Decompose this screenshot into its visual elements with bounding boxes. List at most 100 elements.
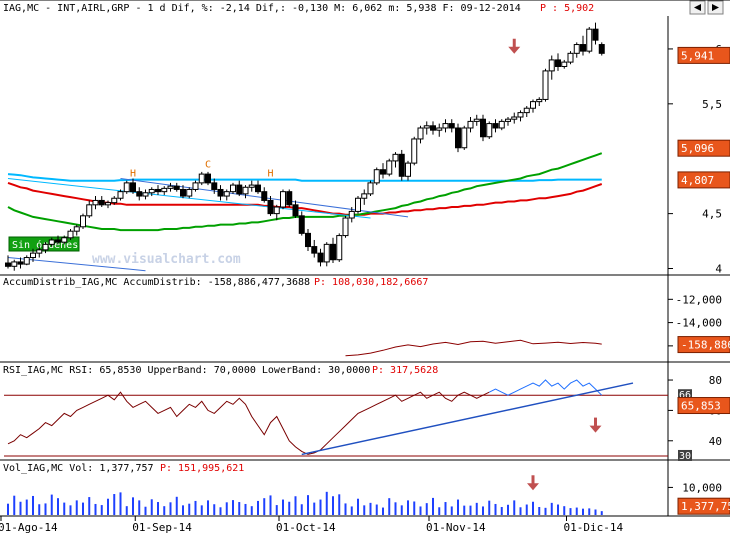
- moving-average-line: [8, 153, 602, 230]
- candle-body: [281, 192, 286, 207]
- candle-body: [324, 244, 329, 262]
- vol-badge-text: 1,377,75: [681, 500, 730, 513]
- candle-body: [224, 192, 229, 196]
- candle-body: [162, 188, 167, 191]
- candle-body: [49, 240, 54, 244]
- candle-body: [68, 231, 73, 238]
- candle-body: [156, 189, 161, 191]
- candle-body: [24, 258, 29, 265]
- accum-panel: -12,000-14,000-16,000-158,886: [346, 293, 730, 355]
- rsi-lower-badge-text: 30: [679, 451, 691, 462]
- candle-body: [362, 194, 367, 198]
- candle-body: [437, 128, 442, 130]
- candle-body: [74, 227, 79, 231]
- down-arrow-icon: [590, 426, 602, 433]
- y-tick-label: 80: [709, 374, 722, 387]
- candle-body: [581, 45, 586, 52]
- candle-body: [112, 198, 117, 202]
- candle-body: [399, 154, 404, 176]
- candle-body: [312, 247, 317, 254]
- candle-body: [149, 189, 154, 192]
- price-panel-title: IAG,MC - INT,AIRL,GRP - 1 d Dif, %: -2,1…: [3, 3, 521, 14]
- accum-panel-title-extra: P: 108,030,182,6667: [314, 277, 428, 288]
- y-tick-label: 5,5: [702, 98, 722, 111]
- watermark: www.visualchart.com: [92, 252, 241, 267]
- candle-body: [299, 216, 304, 234]
- candle-body: [462, 128, 467, 148]
- price-badge-text: 5,096: [681, 142, 714, 155]
- scroll-arrow-buttons[interactable]: [690, 1, 723, 14]
- price-badge-text: 4,807: [681, 174, 714, 187]
- candle-body: [543, 71, 548, 100]
- candle-body: [343, 218, 348, 236]
- candle-body: [431, 126, 436, 130]
- candle-body: [124, 183, 129, 192]
- candle-body: [506, 119, 511, 121]
- candle-body: [524, 108, 529, 112]
- x-tick-label: 01-Oct-14: [276, 521, 336, 534]
- candle-body: [599, 45, 604, 54]
- vol-panel-title-extra: P: 151,995,621: [160, 463, 244, 474]
- candle-body: [374, 170, 379, 183]
- candle-body: [212, 183, 217, 190]
- down-arrow-icon: [527, 483, 539, 490]
- accum-badge-text: -158,886: [681, 339, 730, 352]
- x-tick-label: 01-Sep-14: [132, 521, 192, 534]
- candle-body: [331, 244, 336, 259]
- candle-body: [306, 233, 311, 246]
- candle-body: [174, 186, 179, 189]
- candle-body: [99, 200, 104, 204]
- pattern-marker: H: [268, 168, 274, 179]
- candle-body: [337, 236, 342, 260]
- candle-body: [418, 128, 423, 139]
- candle-body: [43, 244, 48, 249]
- candle-body: [56, 240, 61, 242]
- rsi-panel-title: RSI_IAG,MC RSI: 65,8530 UpperBand: 70,00…: [3, 365, 370, 376]
- candle-body: [137, 192, 142, 196]
- candle-body: [187, 189, 192, 196]
- price-panel-title-extra: P : 5,902: [540, 3, 594, 14]
- candle-body: [18, 262, 23, 264]
- pattern-marker: H: [130, 168, 136, 179]
- candle-body: [568, 53, 573, 62]
- y-tick-label: 4: [715, 263, 722, 276]
- x-tick-label: 01-Nov-14: [426, 521, 486, 534]
- accum-panel-title: AccumDistrib_IAG,MC AccumDistrib: -158,8…: [3, 277, 310, 288]
- candle-body: [493, 124, 498, 128]
- candle-body: [31, 253, 36, 257]
- candle-body: [387, 161, 392, 174]
- candle-body: [12, 262, 17, 266]
- x-tick-label: 01-Dic-14: [564, 521, 624, 534]
- candle-body: [106, 203, 111, 205]
- candle-body: [474, 119, 479, 121]
- candle-body: [556, 60, 561, 67]
- candle-body: [293, 205, 298, 216]
- candle-body: [562, 62, 567, 66]
- candle-body: [393, 154, 398, 161]
- candle-body: [381, 170, 386, 174]
- candle-body: [143, 193, 148, 196]
- candle-body: [231, 185, 236, 192]
- moving-average-line: [8, 183, 602, 215]
- candle-body: [356, 198, 361, 211]
- candle-body: [37, 250, 42, 253]
- candle-body: [287, 192, 292, 205]
- candle-body: [518, 113, 523, 117]
- rsi-line: [8, 392, 489, 454]
- candle-body: [131, 183, 136, 192]
- candle-body: [349, 211, 354, 218]
- candle-body: [481, 119, 486, 137]
- candle-body: [218, 189, 223, 196]
- candle-body: [93, 200, 98, 204]
- candle-body: [318, 253, 323, 262]
- candle-body: [537, 99, 542, 101]
- candle-body: [468, 121, 473, 128]
- rsi-badge-text: 65,853: [681, 400, 721, 413]
- candle-body: [274, 207, 279, 214]
- candle-body: [181, 189, 186, 196]
